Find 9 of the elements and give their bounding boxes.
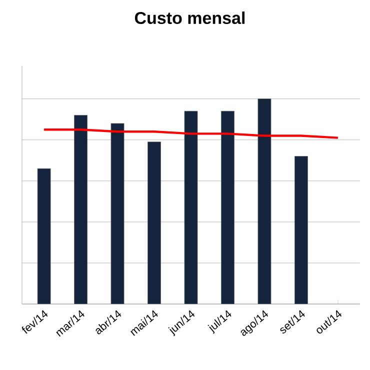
bar [258, 98, 272, 304]
bar [184, 110, 198, 304]
chart-title: Custo mensal [134, 12, 245, 24]
bar [221, 110, 234, 304]
bar [148, 142, 161, 304]
bar [37, 168, 51, 304]
bar [74, 115, 88, 304]
bar [110, 123, 124, 304]
bar [294, 156, 308, 304]
